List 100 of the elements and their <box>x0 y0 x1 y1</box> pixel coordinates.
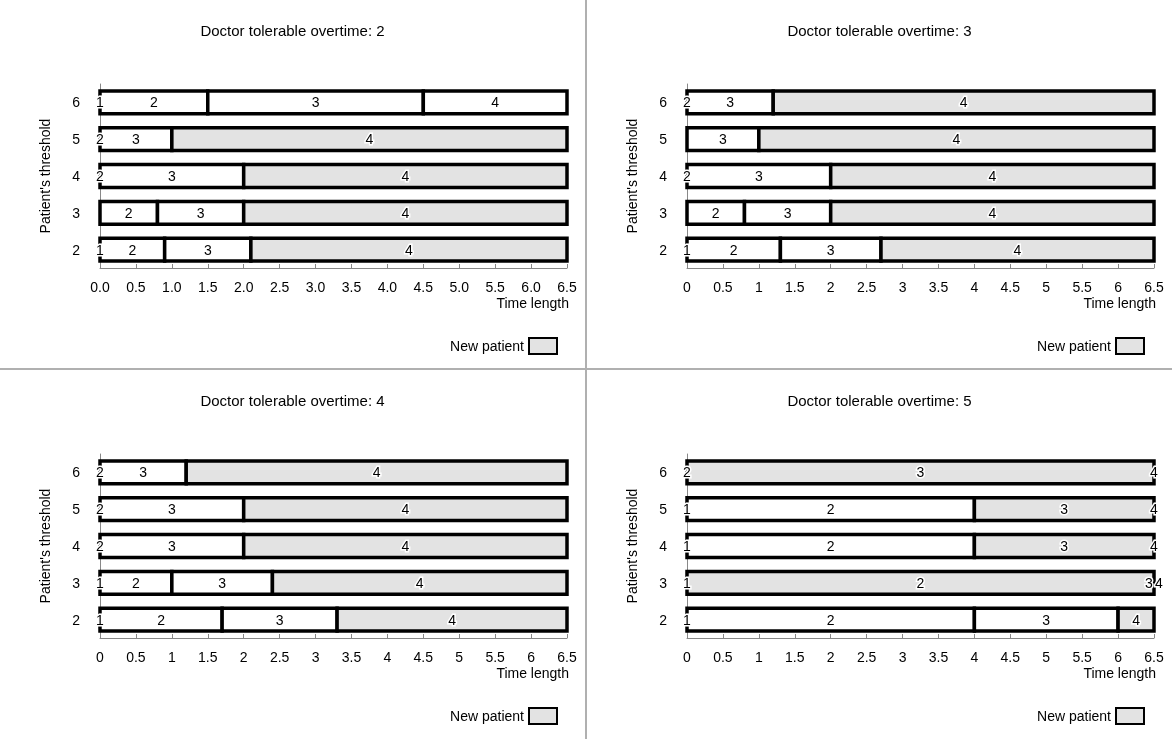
x-axis-title: Time length <box>496 665 569 681</box>
x-tick-label: 4.5 <box>413 279 434 295</box>
y-tick-label: 6 <box>72 94 81 111</box>
annotation: 3 <box>1145 574 1154 591</box>
annotation: 2 <box>124 204 133 221</box>
x-tick-label: 2.5 <box>856 279 877 295</box>
x-tick-label: 3.5 <box>341 279 362 295</box>
y-tick-label: 4 <box>659 168 668 184</box>
annotation: 3 <box>726 94 735 111</box>
x-tick-label: 2.5 <box>856 649 877 665</box>
annotation: 4 <box>988 168 997 184</box>
annotation: 3 <box>196 204 205 221</box>
x-tick-label: 3.5 <box>928 649 949 665</box>
y-tick-label: 5 <box>659 501 668 518</box>
annotation: 3 <box>132 131 141 148</box>
x-tick-label: 4.5 <box>1000 279 1021 295</box>
y-tick-label: 5 <box>72 131 81 148</box>
x-tick-label: 3.5 <box>341 649 362 665</box>
annotation: 4 <box>415 574 424 591</box>
x-tick-label: 6 <box>1114 649 1123 665</box>
x-tick-label: 0 <box>683 649 692 665</box>
x-tick-label: 1.5 <box>198 279 218 295</box>
x-tick-label: 2.5 <box>269 279 290 295</box>
annotation: 3 <box>167 538 176 554</box>
x-tick-label: 1.5 <box>198 649 218 665</box>
y-axis-title: Patient's threshold <box>624 488 640 604</box>
y-tick-label: 3 <box>72 204 81 221</box>
y-tick-label: 6 <box>72 464 81 481</box>
y-tick-label: 2 <box>72 611 81 628</box>
x-tick-label: 1.5 <box>785 649 805 665</box>
annotation: 4 <box>491 94 500 111</box>
x-tick-label: 6.5 <box>1144 279 1164 295</box>
annotation: 3 <box>167 501 176 518</box>
x-tick-label: 3 <box>898 279 907 295</box>
annotation: 3 <box>826 241 835 258</box>
x-tick-label: 0.0 <box>90 279 110 295</box>
x-tick-label: 6.5 <box>557 279 577 295</box>
annotation: 2 <box>711 204 720 221</box>
x-axis-title: Time length <box>496 295 569 311</box>
chart-title: Doctor tolerable overtime: 5 <box>787 392 972 409</box>
y-tick-label: 3 <box>659 204 668 221</box>
x-tick-label: 5.0 <box>449 279 470 295</box>
x-tick-label: 3.0 <box>305 279 326 295</box>
annotation: 4 <box>401 168 410 184</box>
x-tick-label: 0.5 <box>713 649 733 665</box>
chart-title: Doctor tolerable overtime: 2 <box>200 22 385 39</box>
x-tick-label: 0.5 <box>126 649 146 665</box>
annotation: 3 <box>719 131 728 148</box>
annotation: 4 <box>1013 241 1022 258</box>
x-tick-label: 3.5 <box>928 279 949 295</box>
x-tick-label: 4 <box>383 649 392 665</box>
annotation: 4 <box>405 241 414 258</box>
annotation: 2 <box>149 94 158 111</box>
x-tick-label: 5.5 <box>485 649 506 665</box>
chart-title: Doctor tolerable overtime: 4 <box>200 392 385 409</box>
x-tick-label: 2 <box>826 279 835 295</box>
x-tick-label: 5.5 <box>1072 279 1093 295</box>
annotation: 2 <box>132 574 141 591</box>
annotation: 3 <box>1060 538 1069 554</box>
x-tick-label: 5.5 <box>1072 649 1093 665</box>
y-axis-title: Patient's threshold <box>624 118 640 234</box>
x-tick-label: 3 <box>311 649 320 665</box>
x-tick-label: 5 <box>1042 649 1051 665</box>
x-tick-label: 1 <box>167 649 176 665</box>
y-tick-label: 3 <box>72 574 81 591</box>
x-tick-label: 1 <box>754 649 763 665</box>
annotation: 3 <box>139 464 148 481</box>
annotation: 4 <box>959 94 968 111</box>
y-tick-label: 5 <box>659 131 668 148</box>
annotation: 3 <box>203 241 212 258</box>
annotation: 4 <box>401 501 410 518</box>
y-tick-label: 4 <box>659 538 668 554</box>
annotation: 3 <box>218 574 227 591</box>
x-tick-label: 1.0 <box>162 279 182 295</box>
x-tick-label: 4 <box>970 279 979 295</box>
y-axis-title: Patient's threshold <box>37 118 53 234</box>
y-tick-label: 2 <box>659 241 668 258</box>
x-tick-label: 2.0 <box>233 279 254 295</box>
annotation: 4 <box>952 131 961 148</box>
y-tick-label: 5 <box>72 501 81 518</box>
legend-label: New patient <box>1037 708 1112 724</box>
x-tick-label: 4 <box>970 649 979 665</box>
x-tick-label: 5.5 <box>485 279 506 295</box>
annotation: 3 <box>1042 611 1051 628</box>
y-tick-label: 3 <box>659 574 668 591</box>
x-tick-label: 5 <box>1042 279 1051 295</box>
annotation: 4 <box>372 464 381 481</box>
x-tick-label: 0 <box>683 279 692 295</box>
annotation: 4 <box>988 204 997 221</box>
y-tick-label: 6 <box>659 464 668 481</box>
annotation: 3 <box>754 168 763 184</box>
x-tick-label: 2 <box>826 649 835 665</box>
x-tick-label: 6 <box>1114 279 1123 295</box>
x-tick-label: 2 <box>239 649 248 665</box>
annotation: 2 <box>128 241 137 258</box>
y-tick-label: 2 <box>72 241 81 258</box>
legend-label: New patient <box>1037 338 1112 354</box>
legend-label: New patient <box>450 338 525 354</box>
annotation: 4 <box>365 131 374 148</box>
y-tick-label: 4 <box>72 538 81 554</box>
